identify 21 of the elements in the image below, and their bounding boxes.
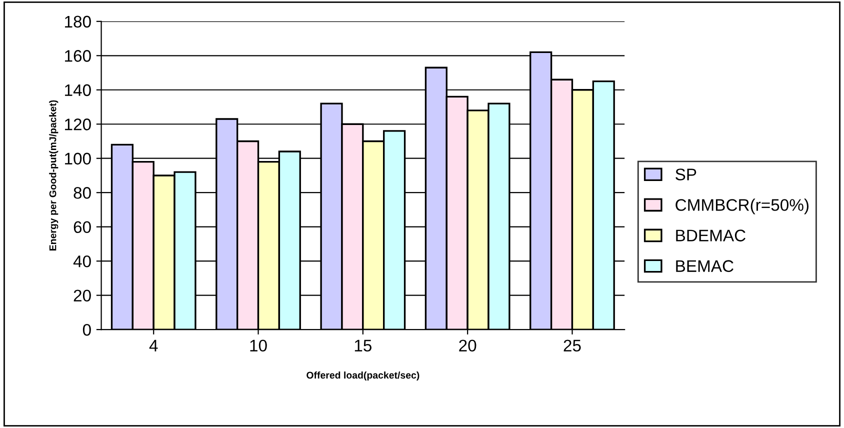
- x-tick-label: 25: [564, 340, 581, 352]
- legend-label: BEMAC: [676, 260, 734, 272]
- x-tick-label: 10: [250, 340, 267, 352]
- y-tick-label: 140: [65, 84, 91, 96]
- y-tick-label: 0: [82, 324, 91, 336]
- y-tick-label: 80: [74, 187, 91, 199]
- y-tick-label: 100: [65, 152, 91, 165]
- y-tick-label: 60: [74, 221, 91, 234]
- x-tick-label: 4: [149, 340, 158, 352]
- y-tick-label: 160: [65, 50, 91, 62]
- legend-label: CMMBCR(r=50%): [676, 198, 808, 214]
- x-axis-title: Offered load(packet/sec): [306, 371, 420, 381]
- legend-label: SP: [676, 168, 696, 180]
- y-tick-label: 20: [74, 290, 91, 302]
- y-tick-label: 40: [73, 255, 91, 268]
- y-tick-label: 120: [65, 118, 91, 130]
- x-tick-label: 20: [459, 340, 476, 352]
- y-axis-title: Energy per Good-put(mJ/packet): [49, 100, 58, 250]
- y-tick-label: 180: [65, 16, 91, 28]
- x-tick-label: 15: [354, 340, 372, 352]
- legend-label: BDEMAC: [676, 230, 746, 242]
